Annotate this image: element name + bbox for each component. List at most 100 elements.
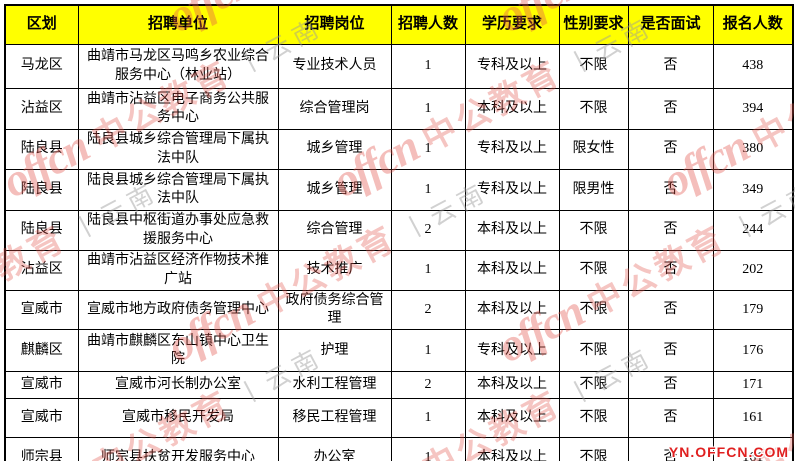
column-header-position: 招聘岗位 <box>277 4 392 45</box>
table-cell-applicants: 349 <box>712 169 794 211</box>
table-cell-headcount: 1 <box>390 437 466 461</box>
table-cell-headcount: 1 <box>390 250 466 291</box>
table-row: 宣威市 宣威市地方政府债务管理中心 政府债务综合管理 2 本科及以上 不限否 179 <box>4 289 794 331</box>
table-cell-headcount: 2 <box>390 371 466 400</box>
table-cell-headcount: 1 <box>390 169 466 211</box>
table-cell-education: 本科及以上 <box>464 437 560 461</box>
table-cell-position: 护理 <box>277 329 392 373</box>
table-cell-interview: 否 <box>627 371 714 400</box>
table-cell-unit: 陆良县中枢街道办事处应急救援服务中心 <box>77 210 279 251</box>
table-cell-district: 沾益区 <box>4 250 79 291</box>
table-row: 马龙区 曲靖市马龙区马鸣乡农业综合服务中心（林业站） 专业技术人员 1 专科及以上 不限否… <box>4 44 794 89</box>
column-header-education: 学历要求 <box>464 4 560 45</box>
table-cell-headcount: 1 <box>390 44 466 89</box>
site-watermark: YN.OFFCN.COM <box>668 444 789 460</box>
table-cell-position: 水利工程管理 <box>277 371 392 400</box>
table-row: 陆良县 陆良县城乡综合管理局下属执法中队 城乡管理 1 专科及以上 限女性否 380 <box>4 129 794 170</box>
table-cell-headcount: 2 <box>390 289 466 331</box>
table-cell-unit: 师宗县扶贫开发服务中心 <box>77 437 279 461</box>
table-cell-interview: 否 <box>627 289 714 331</box>
table-cell-unit: 曲靖市麒麟区东山镇中心卫生院 <box>77 329 279 373</box>
table-cell-unit: 曲靖市马龙区马鸣乡农业综合服务中心（林业站） <box>77 44 279 89</box>
table-cell-applicants: 161 <box>712 398 794 439</box>
table-cell-headcount: 1 <box>390 329 466 373</box>
table-cell-position: 办公室 <box>277 437 392 461</box>
table-cell-position: 城乡管理 <box>277 129 392 170</box>
table-cell-position: 综合管理岗 <box>277 88 392 130</box>
column-header-applicants: 报名人数 <box>712 4 794 45</box>
table-cell-gender: 不限 <box>558 398 629 439</box>
table-cell-interview: 否 <box>627 210 714 251</box>
table-row: 沾益区 曲靖市沾益区经济作物技术推广站 技术推广 1 本科及以上 不限否 202 <box>4 250 794 291</box>
column-header-district: 区划 <box>4 4 79 45</box>
column-header-interview: 是否面试 <box>627 4 714 45</box>
table-cell-applicants: 176 <box>712 329 794 373</box>
table-cell-district: 马龙区 <box>4 44 79 89</box>
table-cell-unit: 宣威市地方政府债务管理中心 <box>77 289 279 331</box>
column-header-gender: 性别要求 <box>558 4 629 45</box>
table-cell-district: 宣威市 <box>4 371 79 400</box>
recruitment-table: 区划 招聘单位 招聘岗位 招聘人数 学历要求 性别要求 是否面试 报名人数 马龙区 曲靖市马龙区… <box>4 4 794 461</box>
table-cell-gender: 不限 <box>558 437 629 461</box>
table-cell-headcount: 1 <box>390 398 466 439</box>
table-row: 沾益区 曲靖市沾益区电子商务公共服务中心 综合管理岗 1 本科及以上 不限否 394 <box>4 88 794 130</box>
table-cell-applicants: 244 <box>712 210 794 251</box>
table-row: 麒麟区 曲靖市麒麟区东山镇中心卫生院 护理 1 专科及以上 不限否 176 <box>4 329 794 373</box>
table-cell-gender: 限男性 <box>558 169 629 211</box>
table-cell-position: 专业技术人员 <box>277 44 392 89</box>
table-cell-gender: 不限 <box>558 250 629 291</box>
table-cell-unit: 陆良县城乡综合管理局下属执法中队 <box>77 169 279 211</box>
table-cell-education: 专科及以上 <box>464 169 560 211</box>
table-cell-gender: 不限 <box>558 289 629 331</box>
table-cell-district: 宣威市 <box>4 398 79 439</box>
table-cell-education: 专科及以上 <box>464 329 560 373</box>
table-cell-gender: 不限 <box>558 371 629 400</box>
table-cell-applicants: 438 <box>712 44 794 89</box>
table-cell-applicants: 394 <box>712 88 794 130</box>
table-cell-district: 陆良县 <box>4 169 79 211</box>
table-cell-unit: 宣威市河长制办公室 <box>77 371 279 400</box>
table-row: 宣威市 宣威市移民开发局 移民工程管理 1 本科及以上 不限否 161 <box>4 398 794 439</box>
table-cell-education: 本科及以上 <box>464 210 560 251</box>
table-cell-interview: 否 <box>627 169 714 211</box>
table-cell-district: 陆良县 <box>4 210 79 251</box>
table-cell-applicants: 202 <box>712 250 794 291</box>
table-cell-interview: 否 <box>627 398 714 439</box>
table-cell-applicants: 380 <box>712 129 794 170</box>
table-cell-interview: 否 <box>627 88 714 130</box>
table-cell-education: 本科及以上 <box>464 250 560 291</box>
table-cell-unit: 宣威市移民开发局 <box>77 398 279 439</box>
table-cell-education: 本科及以上 <box>464 371 560 400</box>
table-cell-headcount: 1 <box>390 129 466 170</box>
table-cell-district: 沾益区 <box>4 88 79 130</box>
table-cell-position: 综合管理 <box>277 210 392 251</box>
table-cell-education: 专科及以上 <box>464 44 560 89</box>
table-cell-district: 宣威市 <box>4 289 79 331</box>
column-header-headcount: 招聘人数 <box>390 4 466 45</box>
table-cell-district: 师宗县 <box>4 437 79 461</box>
table-row: 陆良县 陆良县城乡综合管理局下属执法中队 城乡管理 1 专科及以上 限男性否 349 <box>4 169 794 211</box>
table-cell-district: 陆良县 <box>4 129 79 170</box>
table-cell-district: 麒麟区 <box>4 329 79 373</box>
table-cell-position: 政府债务综合管理 <box>277 289 392 331</box>
table-cell-interview: 否 <box>627 250 714 291</box>
table-cell-gender: 不限 <box>558 210 629 251</box>
table-cell-applicants: 161 <box>712 437 794 461</box>
table-cell-gender: 不限 <box>558 88 629 130</box>
table-cell-interview: 否 <box>627 129 714 170</box>
table-cell-applicants: 179 <box>712 289 794 331</box>
table-cell-education: 本科及以上 <box>464 398 560 439</box>
table-cell-gender: 不限 <box>558 44 629 89</box>
table-cell-gender: 限女性 <box>558 129 629 170</box>
table-row: 宣威市 宣威市河长制办公室 水利工程管理 2 本科及以上 不限否 171 <box>4 371 794 400</box>
table-cell-interview: 否 <box>627 44 714 89</box>
table-cell-headcount: 2 <box>390 210 466 251</box>
table-cell-position: 技术推广 <box>277 250 392 291</box>
table-cell-education: 专科及以上 <box>464 129 560 170</box>
table-cell-education: 本科及以上 <box>464 88 560 130</box>
table-cell-headcount: 1 <box>390 88 466 130</box>
table-cell-gender: 不限 <box>558 329 629 373</box>
table-cell-unit: 陆良县城乡综合管理局下属执法中队 <box>77 129 279 170</box>
table-cell-position: 移民工程管理 <box>277 398 392 439</box>
